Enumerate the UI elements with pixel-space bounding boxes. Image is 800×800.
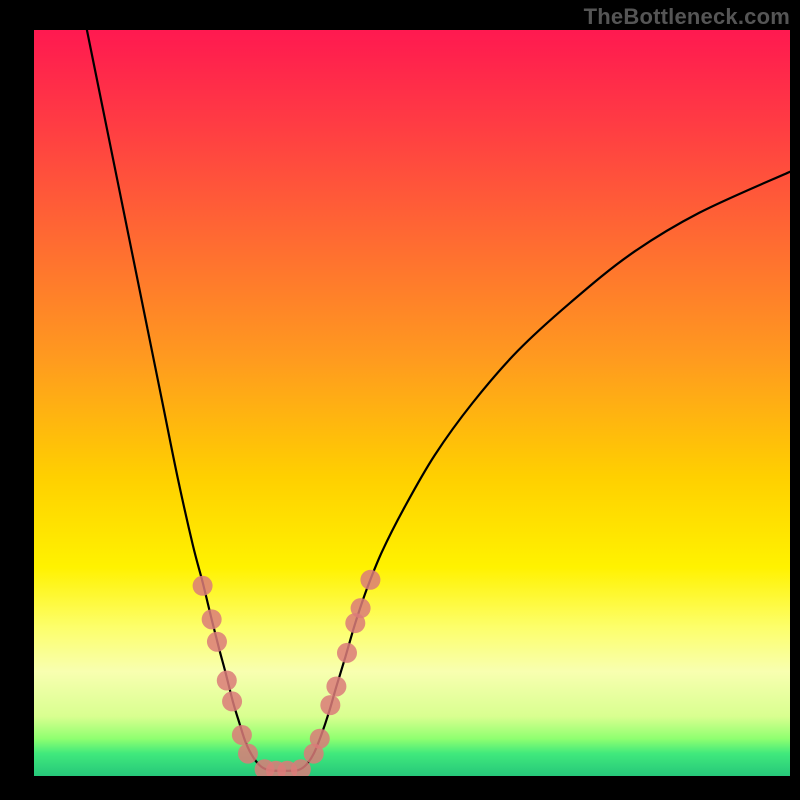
gradient-background [34, 30, 790, 776]
data-marker [222, 691, 242, 711]
data-marker [217, 671, 237, 691]
data-marker [360, 570, 380, 590]
data-marker [238, 744, 258, 764]
data-marker [207, 632, 227, 652]
data-marker [193, 576, 213, 596]
data-marker [202, 609, 222, 629]
data-marker [310, 729, 330, 749]
data-marker [351, 598, 371, 618]
chart-svg [0, 0, 800, 800]
data-marker [291, 759, 311, 779]
watermark-text: TheBottleneck.com [584, 4, 790, 30]
data-marker [326, 676, 346, 696]
chart-container: TheBottleneck.com [0, 0, 800, 800]
data-marker [337, 643, 357, 663]
data-marker [232, 725, 252, 745]
data-marker [320, 695, 340, 715]
